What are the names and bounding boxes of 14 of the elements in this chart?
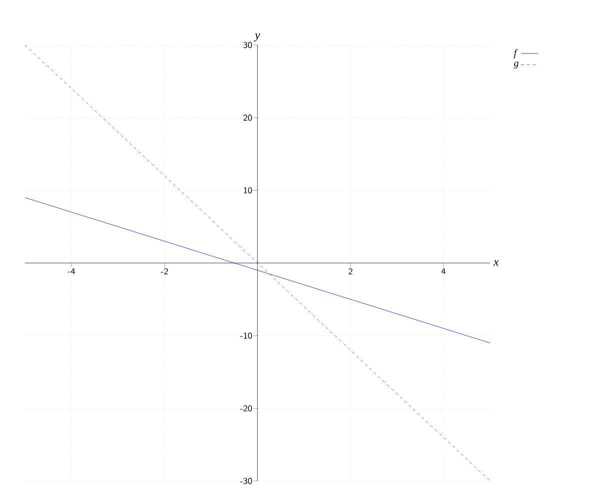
- y-tick-label: 20: [243, 114, 252, 121]
- x-tick-label: 4: [441, 268, 446, 274]
- x-tick-label: 2: [348, 268, 352, 274]
- y-tick-label: -20: [240, 405, 252, 412]
- y-tick-label: -30: [240, 478, 252, 484]
- x-tick-label: -2: [160, 268, 168, 274]
- x-axis-title: x: [493, 260, 499, 266]
- y-tick-label: -10: [240, 332, 252, 339]
- legend-label: f: [514, 49, 518, 58]
- x-tick-label: -4: [68, 268, 76, 274]
- legend-label: g: [514, 62, 518, 68]
- y-tick-label: 10: [244, 187, 252, 194]
- y-tick-label: 30: [243, 42, 252, 48]
- y-axis-title: y: [254, 33, 260, 42]
